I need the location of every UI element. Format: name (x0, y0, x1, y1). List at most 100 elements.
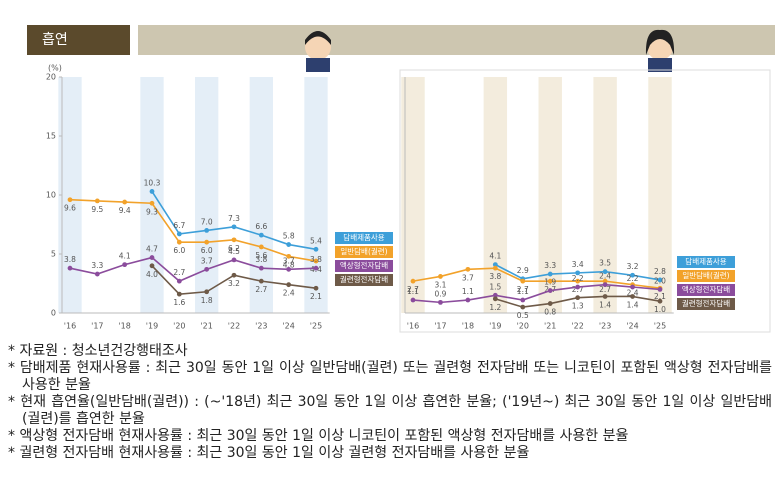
point (94, 198, 100, 204)
column-band (249, 77, 273, 313)
x-tick-label: '17 (91, 322, 103, 331)
point (176, 239, 182, 245)
value-label: 4.1 (489, 252, 501, 261)
point (602, 294, 608, 299)
value-label: 4.1 (119, 252, 131, 261)
x-tick-label: '18 (118, 322, 130, 331)
value-label: 4.0 (146, 270, 158, 279)
x-tick-label: '20 (517, 322, 529, 331)
value-label: 6.0 (173, 246, 185, 255)
value-label: 4.7 (146, 245, 158, 254)
point (492, 296, 498, 302)
point (258, 244, 264, 250)
point (149, 189, 155, 194)
value-label: 3.8 (489, 272, 501, 281)
legend-label: 담배제품사용 (685, 256, 726, 266)
value-label: 6.0 (201, 246, 213, 255)
point (313, 285, 319, 291)
footnote: * 자료원 : 청소년건강행태조사 (8, 343, 188, 359)
value-label: 1.3 (572, 302, 584, 311)
point (286, 266, 292, 272)
value-label: 6.7 (173, 221, 185, 230)
point (575, 284, 581, 290)
value-label: 1.0 (654, 305, 666, 314)
point (657, 298, 663, 304)
legend-swatch (335, 260, 393, 272)
point (630, 294, 635, 299)
point (231, 272, 237, 278)
value-label: 7.3 (228, 214, 240, 223)
x-tick-label: '16 (64, 322, 76, 331)
legend-label: 담배제품사용 (343, 232, 384, 242)
y-tick-label: 0 (51, 309, 56, 318)
point (258, 232, 264, 238)
value-label: 7.0 (201, 217, 213, 226)
value-label: 3.8 (64, 255, 76, 264)
x-tick-label: '18 (462, 322, 474, 331)
column-band (195, 77, 219, 313)
x-tick-label: '21 (544, 322, 556, 331)
value-label: 10.3 (144, 178, 161, 187)
x-tick-label: '19 (489, 322, 501, 331)
legend-swatch (677, 270, 735, 282)
point (410, 278, 416, 284)
value-label: 2.7 (173, 268, 185, 277)
value-label: 3.8 (310, 255, 322, 264)
point (67, 265, 73, 271)
legend-swatch (677, 284, 735, 296)
value-label: 3.3 (91, 261, 103, 270)
value-label: 3.3 (544, 261, 556, 270)
x-tick-label: '17 (434, 322, 446, 331)
y-tick-label: 15 (46, 132, 56, 141)
value-label: 2.1 (310, 292, 322, 301)
value-label: 1.6 (173, 298, 185, 307)
legend-label: 액상형전자담배 (340, 260, 388, 270)
legend-swatch (677, 298, 735, 310)
value-label: 2.8 (654, 267, 666, 276)
boy-icon (305, 31, 331, 72)
value-label: 2.4 (627, 289, 639, 298)
x-tick-label: '24 (626, 322, 638, 331)
point (575, 270, 581, 276)
value-label: 3.2 (228, 279, 240, 288)
point (547, 278, 553, 284)
header-tab (27, 25, 130, 55)
footnotes: * 자료원 : 청소년건강행태조사 * 담배제품 현재사용률 : 최근 30일 동… (8, 343, 772, 462)
point (313, 258, 319, 264)
value-label: 3.1 (434, 280, 446, 289)
point (231, 224, 237, 230)
x-tick-label: '22 (571, 322, 583, 331)
point (176, 278, 182, 284)
column-band (401, 77, 425, 313)
x-tick-label: '20 (173, 322, 185, 331)
value-label: 2.7 (517, 285, 529, 294)
value-label: 0.9 (434, 289, 446, 298)
x-tick-label: '16 (407, 322, 419, 331)
value-label: 0.8 (544, 308, 556, 317)
x-tick-label: '23 (599, 322, 611, 331)
point (410, 297, 416, 303)
x-tick-label: '25 (310, 322, 322, 331)
value-label: 3.7 (462, 273, 474, 282)
point (149, 263, 155, 269)
header-bar (138, 25, 775, 55)
x-tick-label: '21 (200, 322, 212, 331)
legend-swatch (335, 232, 393, 244)
point (630, 284, 635, 290)
series-line (69, 256, 317, 283)
point (465, 266, 471, 272)
value-label: 4.5 (228, 247, 240, 256)
point (149, 255, 155, 260)
value-label: 6.2 (228, 244, 240, 253)
footnote: * 현재 흡연율(일반담배(궐련)) : (~'18년) 최근 30일 동안 1… (8, 394, 772, 427)
legend-swatch (335, 274, 393, 286)
y-tick-label: 20 (46, 73, 56, 82)
legend-swatch (335, 246, 393, 258)
point (520, 278, 526, 284)
point (204, 289, 210, 295)
footnote: * 궐련형 전자담배 현재사용률 : 최근 30일 동안 1일 이상 궐련형 전… (8, 445, 530, 461)
point (149, 200, 155, 206)
value-label: 2.7 (599, 285, 611, 294)
footnote: * 액상형 전자담배 현재사용률 : 최근 30일 동안 1일 이상 니코틴이 … (8, 428, 629, 444)
point (204, 266, 210, 272)
